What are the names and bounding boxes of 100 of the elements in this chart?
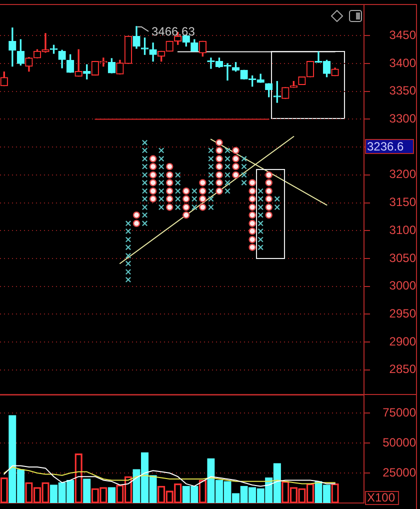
point (199, 195, 206, 202)
point (216, 187, 223, 195)
point (241, 164, 247, 170)
point (265, 204, 272, 211)
point (166, 171, 174, 179)
point (125, 260, 132, 266)
y-tick-label: 3400 (389, 56, 416, 70)
y-tick-label: 2950 (389, 306, 416, 321)
point (258, 204, 264, 210)
point (199, 187, 206, 195)
point (248, 187, 256, 195)
point (166, 162, 174, 170)
point (199, 204, 206, 211)
point (216, 155, 223, 162)
point (182, 211, 190, 219)
y-tick-label: 2850 (389, 362, 416, 376)
y-tick-label: 2900 (389, 334, 416, 348)
y-tick-label: 3100 (389, 222, 416, 237)
point (158, 180, 164, 186)
point (258, 212, 264, 218)
point (241, 180, 247, 186)
y-tick-label: 3150 (389, 195, 416, 210)
point (174, 172, 181, 178)
point (265, 211, 272, 219)
point (142, 180, 148, 186)
point (265, 179, 272, 186)
y-tick-label: 25000 (382, 465, 416, 480)
y-tick-label: 3000 (389, 278, 416, 293)
point (132, 220, 140, 227)
point (182, 187, 190, 195)
point (142, 188, 148, 194)
point (208, 172, 214, 178)
point (125, 220, 132, 226)
point (265, 187, 272, 195)
point (241, 172, 247, 178)
point (125, 228, 132, 234)
point (158, 148, 164, 154)
point (232, 171, 240, 179)
point (265, 195, 272, 202)
point (158, 196, 164, 202)
point (158, 188, 164, 194)
y-tick-label: 3450 (389, 28, 416, 42)
point (258, 188, 264, 194)
point (149, 171, 157, 179)
point (248, 179, 256, 186)
point (208, 196, 214, 202)
point (258, 228, 264, 234)
y-tick-label: 75000 (382, 405, 416, 420)
point (258, 236, 264, 242)
point (224, 188, 230, 194)
point (132, 211, 140, 219)
point (248, 220, 256, 227)
point (224, 164, 230, 170)
point (125, 276, 132, 283)
point (216, 139, 223, 146)
point (258, 244, 264, 250)
point (208, 204, 214, 210)
point (142, 148, 148, 154)
point (166, 187, 174, 195)
point (248, 204, 256, 211)
point (125, 236, 132, 242)
point (166, 204, 174, 211)
point (248, 211, 256, 219)
point (232, 155, 240, 162)
point (248, 195, 256, 202)
point (142, 220, 148, 226)
point (216, 146, 223, 154)
point (216, 162, 223, 170)
point (174, 180, 181, 186)
point (174, 196, 181, 202)
point (208, 148, 214, 154)
point (224, 172, 230, 178)
text: 3236.6 (367, 139, 404, 154)
point (158, 204, 164, 210)
point (149, 187, 157, 195)
point (265, 171, 272, 179)
point (142, 156, 148, 162)
y-tick-label: 3300 (389, 112, 416, 126)
y-tick-label: 3050 (389, 250, 416, 265)
point (125, 268, 132, 275)
point (224, 156, 230, 162)
point (142, 196, 148, 202)
point (248, 236, 256, 244)
point (182, 204, 190, 211)
point (258, 220, 264, 226)
point (142, 204, 148, 210)
point (142, 172, 148, 178)
point (182, 195, 190, 202)
point (274, 196, 280, 202)
point (158, 156, 164, 162)
y-tick-label: 3350 (389, 84, 416, 98)
y-tick-label: 3200 (389, 167, 416, 182)
point (199, 179, 206, 186)
y-tick-label: 50000 (382, 435, 416, 450)
annotation: 3466.63 (152, 24, 196, 39)
bar (108, 487, 116, 503)
point (174, 188, 181, 194)
point (208, 164, 214, 170)
point (208, 156, 214, 162)
point (248, 244, 256, 251)
